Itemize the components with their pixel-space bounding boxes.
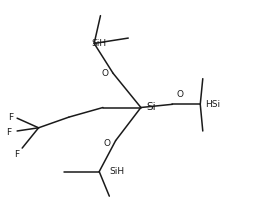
Text: O: O xyxy=(104,139,110,148)
Text: F: F xyxy=(14,150,20,159)
Text: Si: Si xyxy=(146,103,155,112)
Text: O: O xyxy=(176,90,183,99)
Text: O: O xyxy=(101,69,108,78)
Text: SiH: SiH xyxy=(109,167,124,176)
Text: HSi: HSi xyxy=(205,100,220,109)
Text: F: F xyxy=(8,113,13,122)
Text: SiH: SiH xyxy=(92,39,107,48)
Text: F: F xyxy=(6,127,11,137)
